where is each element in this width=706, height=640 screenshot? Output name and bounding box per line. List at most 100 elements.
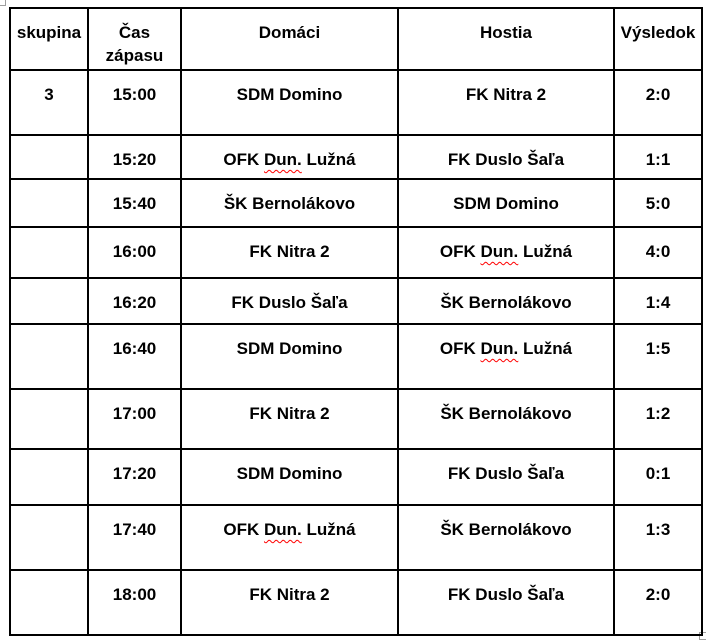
table-row: 18:00 FK Nitra 2 FK Duslo Šaľa 2:0 [9, 569, 703, 636]
away-team-text: FK Nitra 2 [465, 85, 547, 104]
misspelled-word: Dun. [480, 242, 519, 261]
cell-home-team: SDM Domino [180, 448, 399, 506]
table-row: 17:00 FK Nitra 2 ŠK Bernolákovo 1:2 [9, 388, 703, 450]
cell-home-team: FK Duslo Šaľa [180, 277, 399, 325]
cell-time: 16:40 [87, 323, 182, 390]
cell-home-team: ŠK Bernolákovo [180, 178, 399, 228]
cell-home-team: OFK Dun. Lužná [180, 134, 399, 180]
header-cell-home: Domáci [180, 7, 399, 71]
time-text: 17:00 [112, 404, 157, 423]
cell-away-team: FK Duslo Šaľa [397, 448, 615, 506]
header-time-label-line1: Čas [118, 23, 151, 42]
cell-group [9, 178, 89, 228]
result-text: 1:1 [645, 150, 671, 169]
table-row: 17:20 SDM Domino FK Duslo Šaľa 0:1 [9, 448, 703, 506]
cell-group [9, 388, 89, 450]
home-team-text: OFK [223, 520, 264, 539]
away-team-text: FK Duslo Šaľa [447, 150, 565, 169]
misspelled-word: Dun. [480, 339, 519, 358]
table-row: 15:20 OFK Dun. Lužná FK Duslo Šaľa 1:1 [9, 134, 703, 180]
cell-time: 16:20 [87, 277, 182, 325]
cell-home-team: FK Nitra 2 [180, 226, 399, 279]
cell-time: 17:40 [87, 504, 182, 571]
time-text: 18:00 [112, 585, 157, 604]
cell-result: 1:2 [613, 388, 703, 450]
cell-time: 17:00 [87, 388, 182, 450]
result-text: 1:5 [645, 339, 671, 358]
match-schedule-table: skupina Čas zápasu Domáci Hostia Výsledok… [9, 7, 703, 636]
cell-time: 15:00 [87, 69, 182, 136]
cell-result: 4:0 [613, 226, 703, 279]
time-text: 16:40 [112, 339, 157, 358]
cell-away-team: SDM Domino [397, 178, 615, 228]
cell-away-team: ŠK Bernolákovo [397, 504, 615, 571]
cell-group [9, 569, 89, 636]
cell-group [9, 134, 89, 180]
header-cell-result: Výsledok [613, 7, 703, 71]
header-cell-away: Hostia [397, 7, 615, 71]
result-text: 4:0 [645, 242, 671, 261]
table-row: 16:40 SDM Domino OFK Dun. Lužná 1:5 [9, 323, 703, 390]
result-text: 1:4 [645, 293, 671, 312]
table-row: 3 15:00 SDM Domino FK Nitra 2 2:0 [9, 69, 703, 136]
home-team-text: FK Nitra 2 [249, 585, 330, 604]
away-team-text: ŠK Bernolákovo [440, 404, 572, 423]
cell-time: 16:00 [87, 226, 182, 279]
home-team-text: ŠK Bernolákovo [223, 194, 356, 213]
home-team-text: OFK [223, 150, 264, 169]
time-text: 15:00 [112, 85, 157, 104]
cell-result: 1:1 [613, 134, 703, 180]
cell-group [9, 504, 89, 571]
home-team-text: FK Nitra 2 [249, 242, 330, 261]
home-team-text-tail: Lužná [301, 520, 356, 539]
away-team-text-tail: Lužná [518, 339, 573, 358]
away-team-text: ŠK Bernolákovo [440, 293, 572, 312]
result-text: 5:0 [645, 194, 671, 213]
cell-group [9, 448, 89, 506]
cell-result: 1:3 [613, 504, 703, 571]
cell-home-team: SDM Domino [180, 69, 399, 136]
cell-home-team: FK Nitra 2 [180, 569, 399, 636]
table-row: 16:00 FK Nitra 2 OFK Dun. Lužná 4:0 [9, 226, 703, 279]
result-text: 0:1 [645, 464, 671, 483]
home-team-text-tail: Lužná [301, 150, 356, 169]
home-team-text: SDM Domino [236, 85, 343, 104]
cell-away-team: FK Duslo Šaľa [397, 569, 615, 636]
header-home-label: Domáci [258, 23, 321, 42]
table-move-handle[interactable] [0, 0, 6, 6]
header-time-label-line2: zápasu [105, 46, 164, 65]
home-team-text: SDM Domino [236, 464, 343, 483]
cell-group [9, 226, 89, 279]
group-text: 3 [44, 85, 54, 104]
home-team-text: SDM Domino [236, 339, 343, 358]
cell-away-team: FK Nitra 2 [397, 69, 615, 136]
away-team-text: OFK [439, 339, 481, 358]
cell-time: 15:20 [87, 134, 182, 180]
cell-away-team: OFK Dun. Lužná [397, 323, 615, 390]
time-text: 17:20 [112, 464, 157, 483]
cell-result: 5:0 [613, 178, 703, 228]
time-text: 16:20 [112, 293, 157, 312]
table-row: 15:40 ŠK Bernolákovo SDM Domino 5:0 [9, 178, 703, 228]
away-team-text: FK Duslo Šaľa [447, 464, 565, 483]
home-team-text: FK Nitra 2 [249, 404, 330, 423]
away-team-text-tail: Lužná [518, 242, 573, 261]
header-away-label: Hostia [480, 23, 532, 42]
cell-away-team: OFK Dun. Lužná [397, 226, 615, 279]
away-team-text: ŠK Bernolákovo [440, 520, 572, 539]
cell-away-team: ŠK Bernolákovo [397, 388, 615, 450]
result-text: 1:2 [645, 404, 671, 423]
table-row: 16:20 FK Duslo Šaľa ŠK Bernolákovo 1:4 [9, 277, 703, 325]
cell-result: 1:4 [613, 277, 703, 325]
header-row: skupina Čas zápasu Domáci Hostia Výsledok [9, 7, 703, 71]
result-text: 2:0 [645, 585, 671, 604]
away-team-text: FK Duslo Šaľa [447, 585, 565, 604]
cell-group: 3 [9, 69, 89, 136]
cell-group [9, 323, 89, 390]
time-text: 16:00 [112, 242, 157, 261]
cell-result: 0:1 [613, 448, 703, 506]
cell-time: 15:40 [87, 178, 182, 228]
cell-time: 18:00 [87, 569, 182, 636]
cell-result: 2:0 [613, 569, 703, 636]
